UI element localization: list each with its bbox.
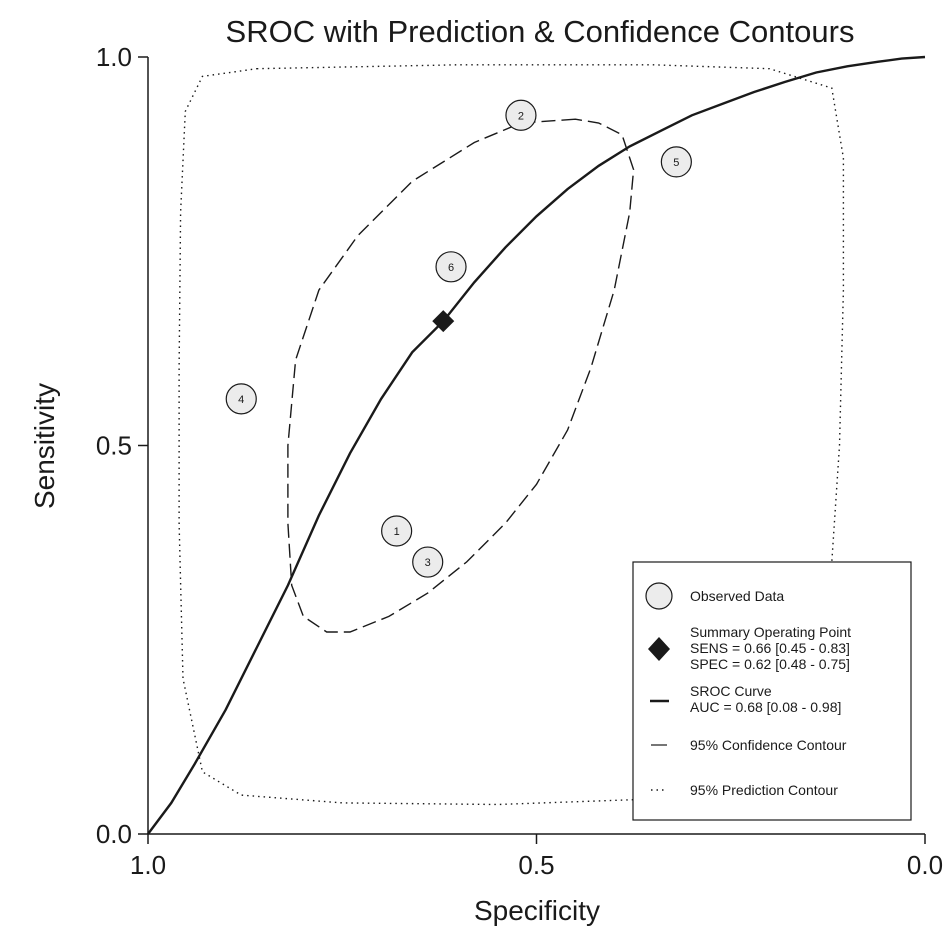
legend: Observed Data Summary Operating Point SE… — [632, 561, 912, 821]
observed-point-label: 2 — [518, 110, 524, 122]
observed-point-label: 6 — [448, 262, 454, 274]
legend-prediction-label: 95% Prediction Contour — [690, 782, 838, 798]
x-tick-label: 1.0 — [130, 850, 166, 880]
x-axis-label: Specificity — [474, 895, 600, 926]
y-ticks: 0.0 0.5 1.0 — [96, 42, 148, 849]
y-tick-label: 1.0 — [96, 42, 132, 72]
chart-title: SROC with Prediction & Confidence Contou… — [226, 14, 855, 49]
observed-point — [412, 546, 444, 578]
sroc-curve — [147, 55, 926, 835]
observed-point-label: 1 — [394, 526, 400, 538]
observed-point — [435, 251, 467, 283]
legend-summary-symbol — [648, 637, 670, 661]
prediction-contour — [178, 64, 845, 806]
observed-point-label: 4 — [238, 394, 244, 406]
legend-observed-symbol — [645, 582, 673, 610]
legend-sroc-label: SROC Curve — [690, 683, 772, 699]
y-tick-label: 0.5 — [96, 431, 132, 461]
legend-confidence-label: 95% Confidence Contour — [690, 737, 847, 753]
observed-point — [660, 146, 692, 178]
legend-summary-sens: SENS = 0.66 [0.45 - 0.83] — [690, 640, 850, 656]
confidence-contour — [287, 118, 635, 633]
legend-observed-label: Observed Data — [690, 588, 784, 604]
x-tick-label: 0.0 — [907, 850, 943, 880]
summary-operating-point — [432, 310, 455, 333]
legend-box — [632, 561, 912, 821]
observed-point-label: 3 — [425, 557, 431, 569]
observed-point — [381, 515, 413, 547]
y-tick-label: 0.0 — [96, 819, 132, 849]
x-tick-label: 0.5 — [518, 850, 554, 880]
legend-summary-label: Summary Operating Point — [690, 624, 851, 640]
legend-summary-spec: SPEC = 0.62 [0.48 - 0.75] — [690, 656, 850, 672]
x-ticks: 1.0 0.5 0.0 — [130, 834, 943, 880]
observed-point-label: 5 — [673, 157, 679, 169]
observed-point — [505, 99, 537, 131]
observed-point — [225, 383, 257, 415]
observed-points: 1 2 3 4 5 6 — [225, 99, 692, 578]
plot-area: 1 2 3 4 5 6 — [147, 55, 926, 835]
legend-sroc-auc: AUC = 0.68 [0.08 - 0.98] — [690, 699, 841, 715]
y-axis-label: Sensitivity — [29, 383, 60, 509]
